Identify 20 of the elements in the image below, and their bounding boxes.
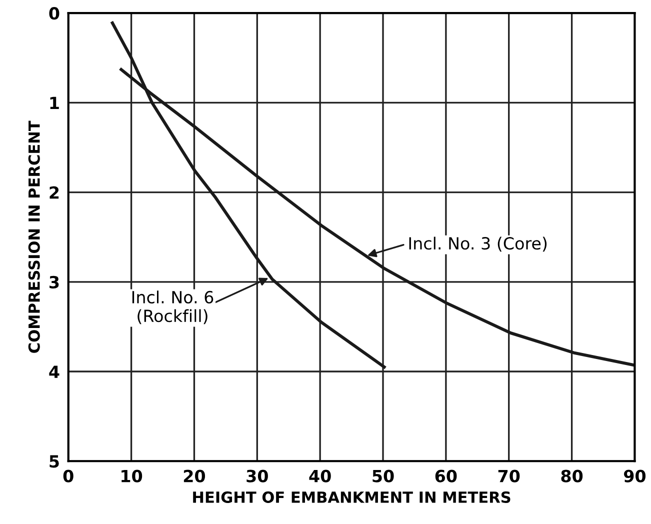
- annotation: Incl. No. 6 (Rockfill): [132, 290, 214, 324]
- x-tick-label: 0: [63, 470, 74, 482]
- x-tick-label: 70: [498, 470, 520, 482]
- x-tick-label: 80: [561, 470, 583, 482]
- x-tick-label: 30: [246, 470, 268, 482]
- x-tick-label: 20: [184, 470, 206, 482]
- y-tick-label: 1: [50, 96, 59, 110]
- y-tick-label: 3: [50, 276, 59, 288]
- y-tick-label: 5: [50, 455, 59, 468]
- x-axis-title: HEIGHT OF EMBANKMENT IN METERS: [193, 491, 510, 503]
- y-axis-title: COMPRESSION IN PERCENT: [28, 120, 40, 353]
- x-tick-label: 40: [309, 470, 331, 482]
- x-tick-label: 90: [624, 470, 646, 482]
- y-tick-label: 2: [50, 186, 59, 199]
- x-tick-label: 60: [435, 470, 457, 482]
- x-tick-label: 10: [122, 470, 142, 482]
- annotation: Incl. No. 3 (Core): [409, 236, 547, 252]
- y-tick-label: 0: [49, 7, 60, 20]
- y-tick-label: 4: [49, 366, 60, 378]
- x-tick-label: 50: [372, 470, 394, 482]
